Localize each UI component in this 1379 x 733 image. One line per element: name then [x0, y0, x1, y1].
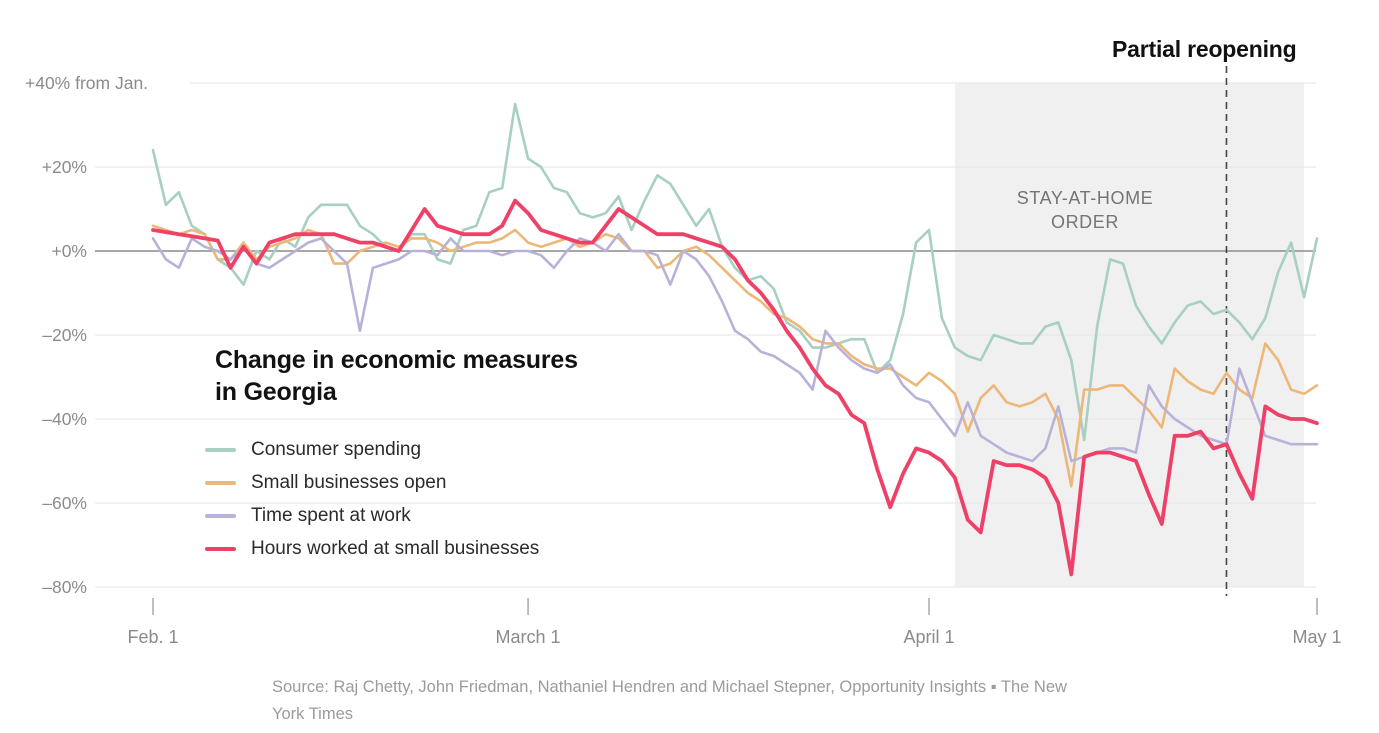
legend-label: Time spent at work	[251, 504, 411, 526]
x-axis-tick-marks	[152, 598, 1318, 615]
series-line-2	[151, 232, 1319, 463]
y-axis-label: +40% from Jan.	[25, 73, 149, 93]
region-label-line1: STAY-AT-HOME	[1016, 188, 1154, 208]
y-axis-label: +0%	[51, 241, 87, 261]
legend-swatch-hours-worked	[205, 546, 236, 551]
data-series-lines	[151, 102, 1319, 577]
chart-title-line2: in Georgia	[215, 378, 337, 406]
legend-label: Hours worked at small businesses	[251, 537, 540, 559]
gridlines	[95, 82, 1316, 588]
y-axis-label: –20%	[42, 325, 87, 345]
legend-label: Consumer spending	[251, 438, 422, 460]
legend-item-time-spent-at-work: Time spent at work	[205, 499, 539, 532]
legend-label: Small businesses open	[251, 471, 447, 493]
legend-swatch-small-businesses-open	[205, 480, 236, 485]
legend-item-consumer-spending: Consumer spending	[205, 433, 539, 466]
x-axis-label: April 1	[903, 627, 955, 647]
chart-title: Change in economic measures in Georgia	[215, 344, 578, 408]
legend-item-hours-worked: Hours worked at small businesses	[205, 532, 539, 565]
source-attribution: Source: Raj Chetty, John Friedman, Natha…	[272, 678, 1067, 723]
y-axis-label: +20%	[41, 157, 87, 177]
chart-title-line1: Change in economic measures	[215, 346, 578, 374]
region-label-line2: ORDER	[1050, 212, 1119, 232]
x-axis-label: Feb. 1	[127, 627, 179, 647]
region-annotation-label: STAY-AT-HOME ORDER	[980, 186, 1190, 234]
y-axis-label: –60%	[42, 493, 87, 513]
x-axis-label: March 1	[495, 627, 561, 647]
legend-item-small-businesses-open: Small businesses open	[205, 466, 539, 499]
legend-swatch-consumer-spending	[205, 447, 236, 452]
y-axis-label: –80%	[42, 577, 87, 597]
series-line-0	[151, 102, 1319, 442]
event-annotation-label: Partial reopening	[1112, 36, 1297, 62]
series-line-3	[151, 198, 1319, 577]
legend-swatch-time-spent-at-work	[205, 513, 236, 518]
y-axis-label: –40%	[42, 409, 87, 429]
legend: Consumer spending Small businesses open …	[205, 433, 539, 565]
x-axis-label: May 1	[1292, 627, 1342, 647]
